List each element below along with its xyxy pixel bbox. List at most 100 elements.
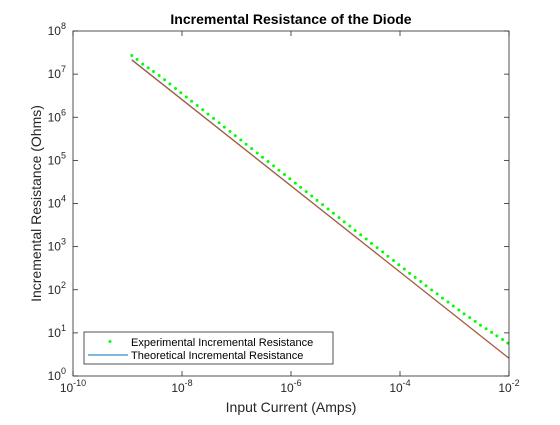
data-point-65: [484, 327, 488, 331]
data-point-53: [419, 280, 423, 284]
data-point-5: [157, 73, 161, 77]
data-point-57: [440, 296, 444, 300]
y-tick-label-4-exp: 4: [61, 194, 66, 204]
legend-label-experimental: Experimental Incremental Resistance: [131, 337, 313, 349]
data-point-47: [386, 254, 390, 258]
x-tick-labels: 10-10 10-8 10-6 10-4 10-2: [60, 378, 520, 395]
y-tick-label-2: 102: [48, 280, 66, 297]
x-tick-label-0-base: 10: [60, 381, 74, 395]
data-point-23: [255, 151, 259, 155]
data-point-51: [408, 271, 412, 275]
y-axis-label: Incremental Resistance (Ohms): [28, 105, 44, 302]
data-point-31: [299, 185, 303, 189]
axes-box: [72, 30, 510, 377]
legend-label-theoretical: Theoretical Incremental Resistance: [131, 350, 303, 362]
y-tick-label-7: 107: [48, 64, 66, 81]
data-point-28: [283, 173, 287, 177]
data-point-60: [457, 308, 461, 312]
data-point-59: [451, 304, 455, 308]
x-tick-label-4-base: 10: [498, 381, 512, 395]
x-tick-label-1-base: 10: [171, 381, 185, 395]
y-tick-label-4: 104: [48, 194, 66, 211]
y-tick-label-4-base: 10: [48, 197, 62, 211]
data-point-56: [435, 292, 439, 296]
y-tick-label-1-base: 10: [48, 326, 62, 340]
data-point-48: [392, 258, 396, 262]
data-point-40: [348, 224, 352, 228]
y-tick-label-7-base: 10: [48, 67, 62, 81]
data-point-33: [310, 194, 314, 198]
y-tick-label-6-base: 10: [48, 110, 62, 124]
y-tick-label-8: 108: [48, 21, 66, 38]
data-point-49: [397, 263, 401, 267]
y-tick-label-5: 105: [48, 150, 66, 167]
y-tick-label-3: 103: [48, 237, 66, 254]
legend-entry-theoretical: Theoretical Incremental Resistance: [88, 350, 303, 362]
x-tick-label-0: 10-10: [60, 378, 86, 395]
data-point-67: [495, 334, 499, 338]
data-point-37: [331, 211, 335, 215]
y-tick-label-8-base: 10: [48, 24, 62, 38]
y-tick-label-7-exp: 7: [61, 64, 66, 74]
y-tick-label-5-base: 10: [48, 153, 62, 167]
data-point-58: [446, 300, 450, 304]
y-tick-label-3-exp: 3: [61, 237, 66, 247]
y-tick-label-2-exp: 2: [61, 280, 66, 290]
data-point-35: [321, 203, 325, 207]
data-point-25: [266, 160, 270, 164]
data-point-27: [277, 168, 281, 172]
data-point-50: [402, 267, 406, 271]
data-point-36: [326, 207, 330, 211]
data-point-6: [163, 78, 167, 82]
data-point-0: [130, 54, 134, 58]
y-tick-label-8-exp: 8: [61, 21, 66, 31]
data-point-16: [217, 121, 221, 125]
y-tick-label-0-base: 10: [48, 369, 62, 383]
data-point-19: [233, 134, 237, 138]
legend-entry-experimental: Experimental Incremental Resistance: [108, 337, 313, 349]
data-point-42: [359, 233, 363, 237]
data-point-12: [195, 104, 199, 108]
data-point-44: [370, 241, 374, 245]
data-point-29: [288, 177, 292, 181]
data-point-14: [206, 112, 210, 116]
data-point-69: [506, 341, 510, 345]
x-tick-label-3: 10-4: [389, 378, 410, 395]
x-tick-label-2-exp: -6: [294, 378, 302, 388]
x-tick-label-1-exp: -8: [185, 378, 193, 388]
lines-layer: [131, 59, 510, 359]
data-point-38: [337, 216, 341, 220]
data-point-66: [490, 330, 494, 334]
data-point-7: [168, 82, 172, 86]
data-point-41: [353, 228, 357, 232]
y-tick-label-6: 106: [48, 107, 66, 124]
y-tick-label-6-exp: 6: [61, 107, 66, 117]
legend-box: [83, 331, 334, 365]
data-point-13: [201, 108, 205, 112]
markers-layer: [130, 54, 510, 345]
x-tick-label-3-base: 10: [389, 381, 403, 395]
data-point-18: [228, 129, 232, 133]
y-tick-label-5-exp: 5: [61, 150, 66, 160]
data-point-45: [375, 246, 379, 250]
data-point-46: [381, 250, 385, 254]
data-point-20: [239, 138, 243, 142]
x-tick-label-3-exp: -4: [403, 378, 411, 388]
chart-title: Incremental Resistance of the Diode: [170, 11, 411, 27]
legend: Experimental Incremental Resistance Theo…: [83, 331, 334, 365]
data-point-9: [179, 91, 183, 95]
data-point-55: [430, 288, 434, 292]
data-point-21: [244, 142, 248, 146]
data-point-4: [152, 70, 156, 74]
x-tick-label-1: 10-8: [171, 378, 192, 395]
data-point-61: [462, 312, 466, 316]
x-axis-label: Input Current (Amps): [226, 399, 357, 415]
y-tick-label-1: 101: [48, 323, 66, 340]
y-tick-label-1-exp: 1: [61, 323, 66, 333]
data-point-11: [190, 99, 194, 103]
data-point-52: [413, 275, 417, 279]
data-point-39: [342, 220, 346, 224]
data-point-34: [315, 198, 319, 202]
